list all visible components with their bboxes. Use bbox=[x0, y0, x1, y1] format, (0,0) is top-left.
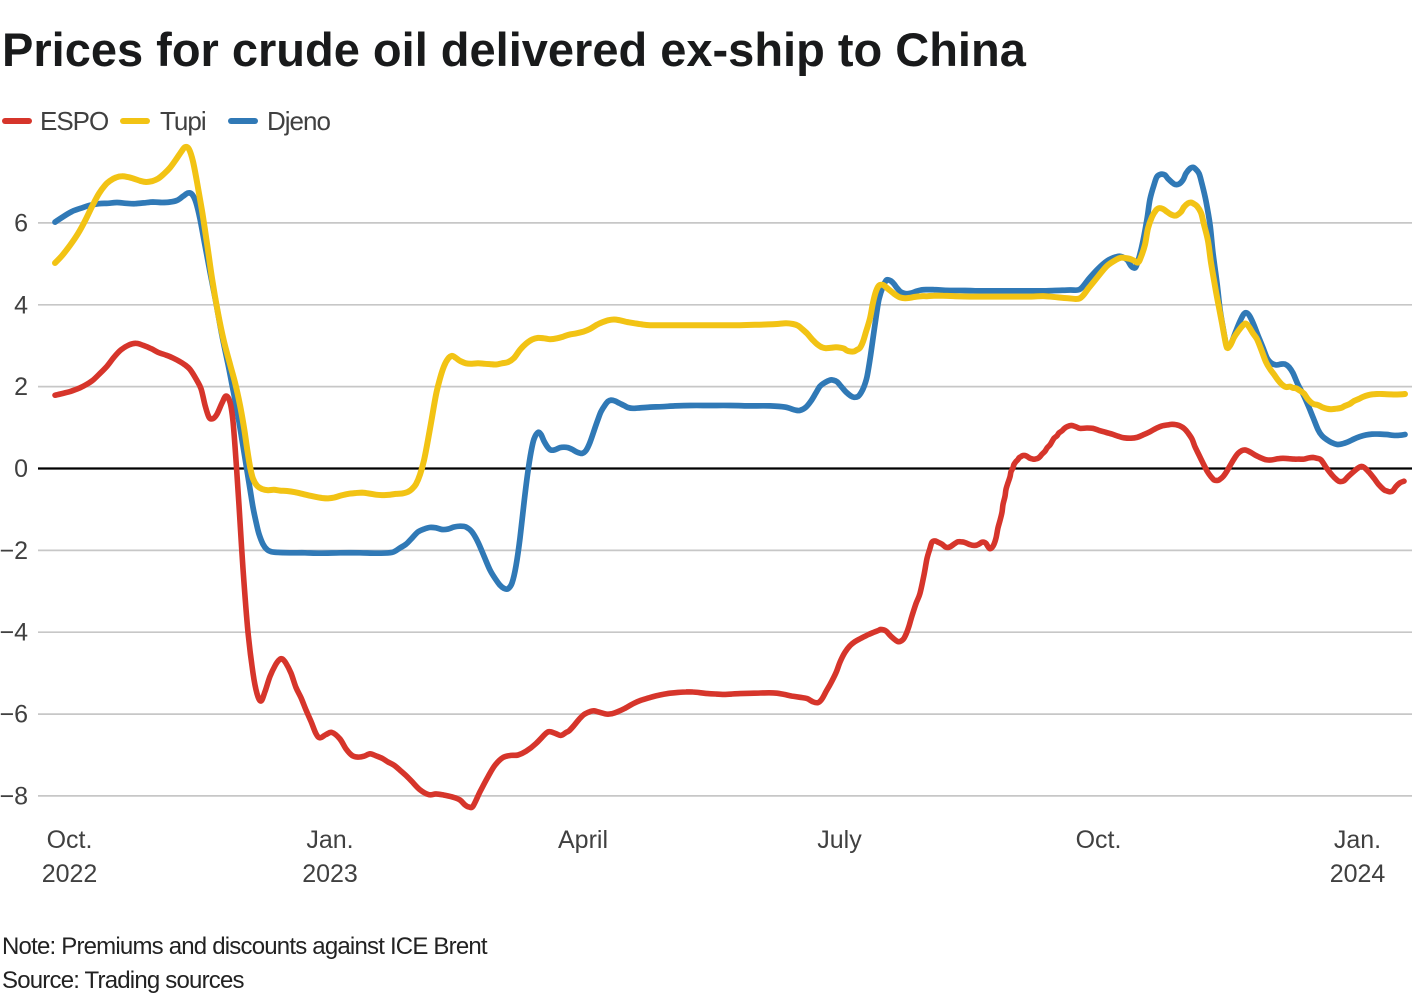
svg-text:2024: 2024 bbox=[1330, 860, 1386, 888]
svg-text:ESPO: ESPO bbox=[40, 106, 108, 136]
svg-text:−8: −8 bbox=[0, 782, 28, 810]
svg-text:April: April bbox=[558, 826, 608, 854]
svg-text:0: 0 bbox=[14, 455, 28, 483]
svg-text:Tupi: Tupi bbox=[160, 106, 206, 136]
svg-text:Djeno: Djeno bbox=[267, 106, 330, 136]
svg-text:Note: Premiums and discounts a: Note: Premiums and discounts against ICE… bbox=[2, 933, 488, 960]
svg-text:Jan.: Jan. bbox=[1334, 826, 1381, 854]
svg-text:Source: Trading sources: Source: Trading sources bbox=[2, 967, 245, 994]
svg-text:Oct.: Oct. bbox=[1076, 826, 1122, 854]
svg-text:2: 2 bbox=[14, 373, 28, 401]
svg-text:4: 4 bbox=[14, 291, 28, 319]
svg-text:July: July bbox=[817, 826, 862, 854]
svg-text:−2: −2 bbox=[0, 537, 28, 565]
svg-text:Prices for crude oil delivered: Prices for crude oil delivered ex-ship t… bbox=[2, 23, 1027, 76]
svg-text:2023: 2023 bbox=[302, 860, 358, 888]
svg-text:Jan.: Jan. bbox=[306, 826, 353, 854]
svg-text:6: 6 bbox=[14, 209, 28, 237]
svg-text:−4: −4 bbox=[0, 619, 28, 647]
svg-text:Oct.: Oct. bbox=[47, 826, 93, 854]
svg-text:2022: 2022 bbox=[42, 860, 98, 888]
svg-text:−6: −6 bbox=[0, 701, 28, 729]
